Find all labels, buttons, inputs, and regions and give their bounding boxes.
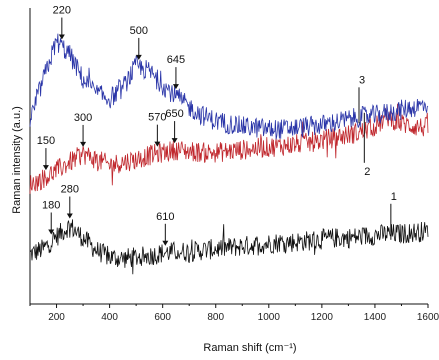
- x-tick-label: 1600: [417, 312, 439, 323]
- peak-arrow-head: [162, 241, 168, 246]
- peak-arrow-head: [43, 165, 49, 170]
- y-axis-label: Raman intensity (a.u.): [11, 106, 23, 214]
- peak-label: 610: [156, 211, 174, 223]
- x-axis-label: Raman shift (cm⁻¹): [203, 342, 296, 354]
- x-tick-label: 1400: [364, 312, 387, 323]
- peak-label: 570: [148, 112, 166, 124]
- x-tick-label: 600: [154, 312, 171, 323]
- peak-label: 500: [130, 25, 148, 37]
- x-tick-label: 1000: [258, 312, 281, 323]
- series-2-label: 2: [364, 166, 370, 178]
- peak-label: 180: [42, 199, 60, 211]
- peak-arrow-head: [67, 214, 73, 219]
- x-tick-label: 200: [48, 312, 65, 323]
- x-tick-label: 400: [101, 312, 118, 323]
- peak-label: 280: [61, 184, 79, 196]
- peak-arrow-head: [173, 84, 179, 89]
- peak-arrow-head: [59, 35, 65, 40]
- series-layer: [30, 34, 428, 275]
- peak-label: 150: [37, 135, 55, 147]
- series-1-label: 1: [391, 191, 397, 203]
- peak-arrow-head: [80, 142, 86, 147]
- peak-label: 220: [53, 5, 71, 17]
- peak-label: 300: [74, 112, 92, 124]
- peak-label: 645: [167, 54, 185, 66]
- peak-label: 650: [165, 108, 183, 120]
- axes: 200 400 600 800 1000 1200 1400 1600: [30, 8, 439, 323]
- x-tick-label: 1200: [311, 312, 334, 323]
- series-1-line: [30, 219, 428, 274]
- x-tick-label: 800: [207, 312, 224, 323]
- series-3-label: 3: [359, 74, 365, 86]
- peak-arrow-head: [172, 138, 178, 143]
